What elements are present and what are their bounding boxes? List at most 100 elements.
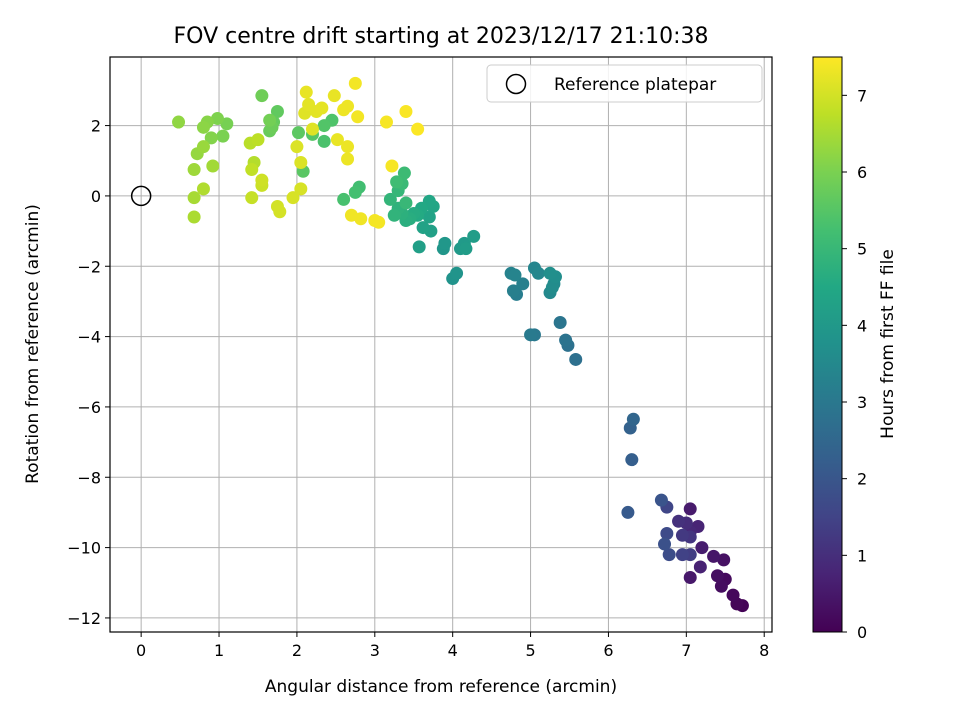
- data-point: [337, 192, 351, 206]
- data-point: [412, 240, 426, 254]
- colorbar-tick-label: 0: [857, 623, 867, 642]
- data-point: [672, 514, 686, 528]
- data-point: [294, 156, 308, 170]
- x-tick-label: 2: [292, 641, 302, 660]
- y-tick-label: −10: [67, 539, 101, 558]
- data-point: [654, 493, 668, 507]
- data-point: [341, 140, 355, 154]
- data-point: [385, 159, 399, 173]
- legend-box: [486, 64, 763, 103]
- data-point: [348, 76, 362, 90]
- data-point: [693, 560, 707, 574]
- data-point: [662, 548, 676, 562]
- data-point: [251, 133, 265, 147]
- y-tick-label: −4: [77, 328, 101, 347]
- data-point: [531, 266, 545, 280]
- y-tick-label: −8: [77, 468, 101, 487]
- data-point: [187, 191, 201, 205]
- data-point: [710, 569, 724, 583]
- plot-frame: [109, 56, 773, 633]
- data-point: [348, 185, 362, 199]
- data-point: [459, 242, 473, 256]
- x-tick-label: 5: [525, 641, 535, 660]
- x-tick-label: 7: [681, 641, 691, 660]
- data-point: [707, 549, 721, 563]
- data-point: [506, 284, 520, 298]
- data-point: [270, 105, 284, 119]
- data-point: [717, 553, 731, 567]
- chart-title: FOV centre drift starting at 2023/12/17 …: [174, 24, 709, 49]
- data-point: [210, 112, 224, 126]
- data-point: [327, 89, 341, 103]
- data-point: [553, 316, 567, 330]
- colorbar-tick-label: 1: [857, 546, 867, 565]
- colorbar-ticks: 0 1 2 3 4 5 6 7: [842, 86, 867, 642]
- legend: Reference platepar: [486, 64, 763, 103]
- data-point: [625, 453, 639, 467]
- colorbar-tick-label: 2: [857, 470, 867, 489]
- data-point: [516, 277, 530, 291]
- data-point: [683, 570, 697, 584]
- data-point: [438, 236, 452, 250]
- data-point: [305, 122, 319, 136]
- y-tick-label: −12: [67, 609, 101, 628]
- x-tick-label: 1: [214, 641, 224, 660]
- data-point: [726, 588, 740, 602]
- x-tick-label: 0: [136, 641, 146, 660]
- data-point: [317, 134, 331, 148]
- data-point: [196, 120, 210, 134]
- data-point: [714, 579, 728, 593]
- y-tick-label: 2: [91, 117, 101, 136]
- colorbar-tick-label: 4: [857, 316, 867, 335]
- colorbar-frame: [812, 56, 843, 633]
- data-point: [545, 280, 559, 294]
- data-point: [204, 131, 218, 145]
- data-point: [416, 221, 430, 235]
- data-point: [372, 215, 386, 229]
- data-point: [660, 527, 674, 541]
- data-point: [354, 212, 368, 226]
- y-tick-label: −6: [77, 398, 101, 417]
- data-point: [255, 173, 269, 187]
- data-point: [245, 191, 259, 205]
- data-point: [387, 208, 401, 222]
- data-point: [263, 113, 277, 127]
- data-point: [621, 505, 635, 519]
- data-point: [559, 333, 573, 347]
- data-point: [187, 163, 201, 177]
- data-point: [422, 210, 436, 224]
- data-point: [524, 328, 538, 342]
- data-point: [695, 541, 709, 555]
- data-point: [315, 101, 329, 115]
- data-point: [273, 205, 287, 219]
- reference-platepar-marker: [130, 185, 152, 207]
- data-point: [675, 548, 689, 562]
- data-point: [658, 537, 672, 551]
- data-point: [291, 126, 305, 140]
- data-point: [379, 115, 393, 129]
- colorbar-tick-label: 5: [857, 240, 867, 259]
- data-point: [397, 166, 411, 180]
- x-tick-label: 4: [448, 641, 458, 660]
- colorbar-tick-label: 3: [857, 393, 867, 412]
- data-points: [130, 76, 749, 613]
- data-point: [675, 528, 689, 542]
- data-point: [187, 210, 201, 224]
- data-point: [467, 229, 481, 243]
- data-point: [626, 412, 640, 426]
- colorbar-label: Hours from first FF file: [878, 249, 898, 439]
- data-point: [683, 502, 697, 516]
- data-point: [206, 159, 220, 173]
- y-tick-label: 0: [91, 187, 101, 206]
- x-axis-label: Angular distance from reference (arcmin): [265, 677, 617, 697]
- legend-marker-reference: [505, 73, 527, 95]
- data-point: [196, 140, 210, 154]
- data-point: [351, 110, 365, 124]
- data-point: [330, 133, 344, 147]
- data-point: [450, 266, 464, 280]
- data-point: [569, 352, 583, 366]
- x-tick-label: 8: [759, 641, 769, 660]
- data-point: [255, 89, 269, 103]
